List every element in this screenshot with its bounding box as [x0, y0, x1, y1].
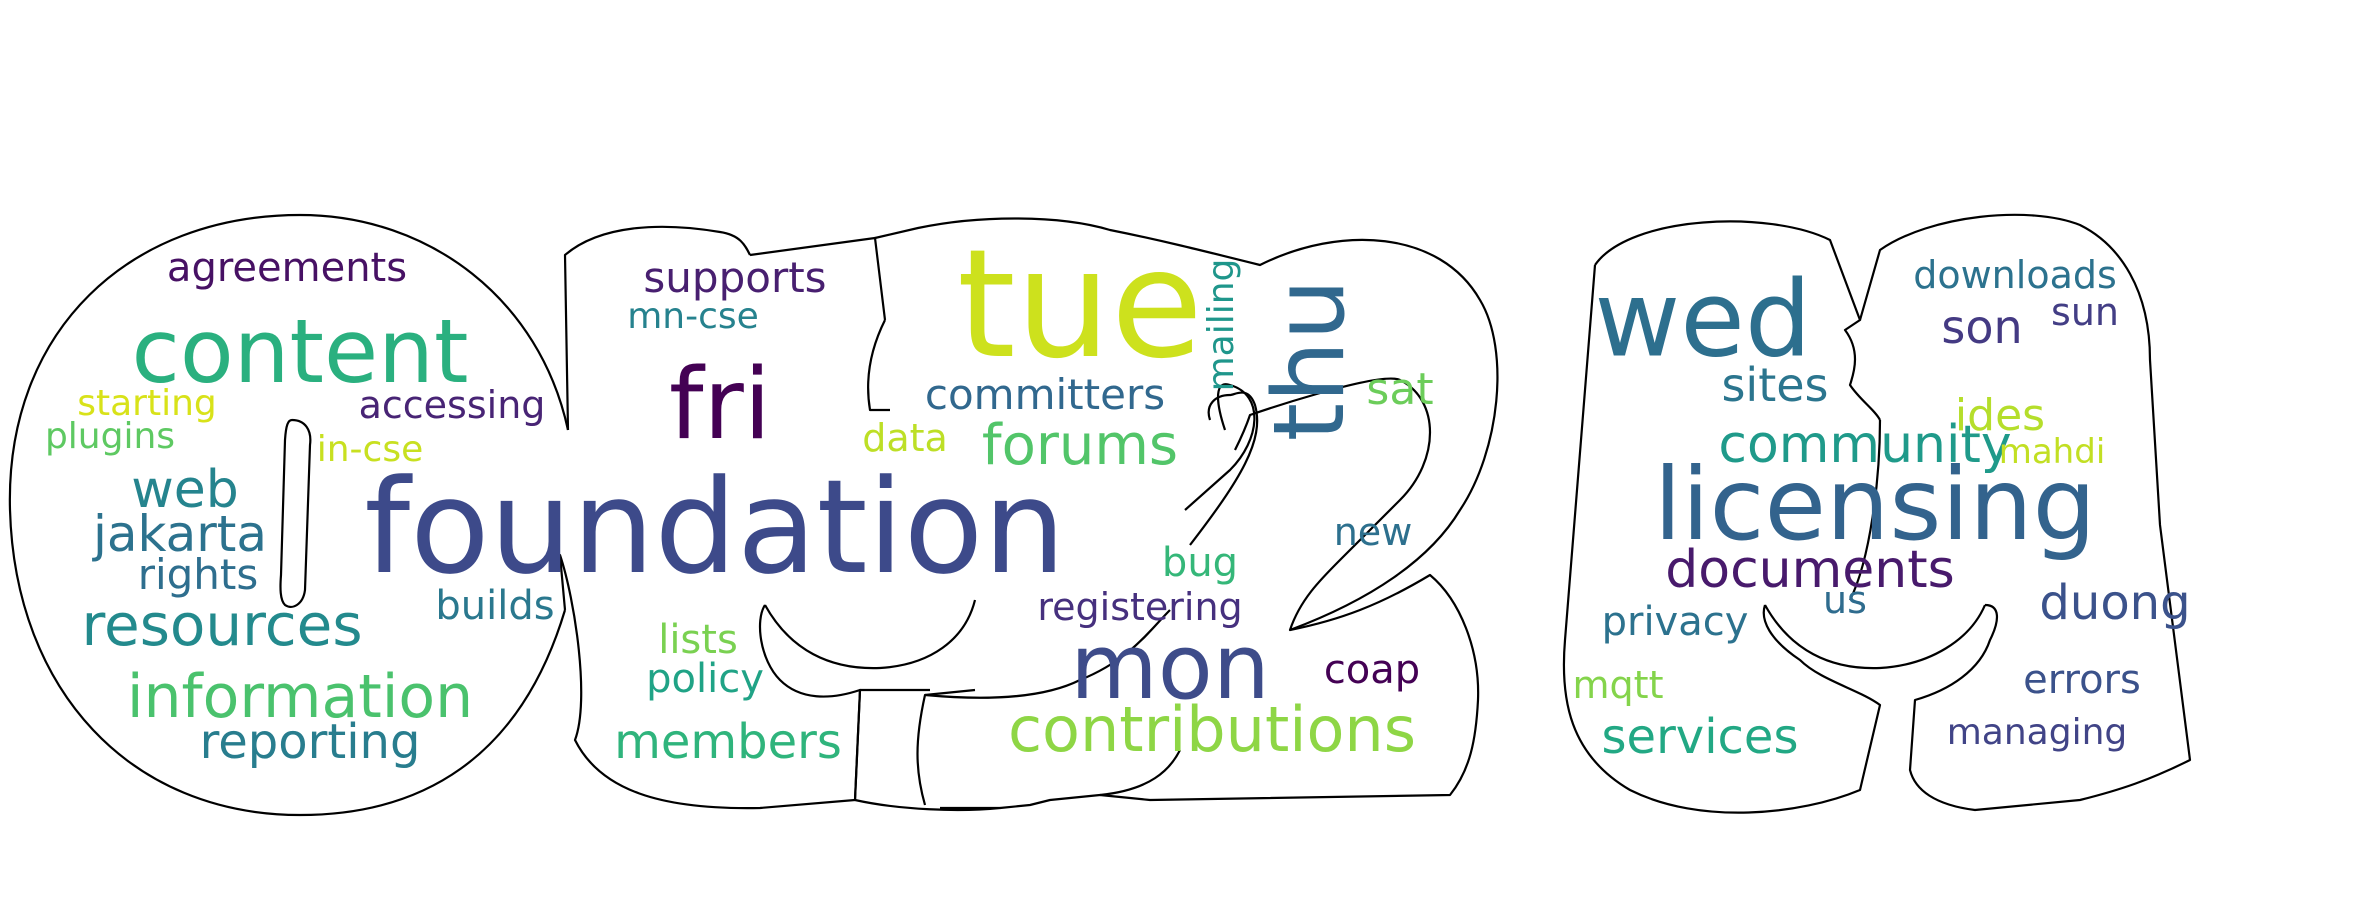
word-web: web	[131, 460, 239, 520]
word-downloads: downloads	[1913, 253, 2117, 297]
word-registering: registering	[1037, 585, 1243, 629]
word-services: services	[1601, 709, 1799, 765]
word-new: new	[1333, 510, 1413, 554]
word-sites: sites	[1721, 358, 1829, 412]
word-information: information	[126, 662, 474, 732]
word-wed: wed	[1594, 258, 1812, 381]
word-mn-cse: mn-cse	[627, 296, 759, 337]
word-contributions: contributions	[1007, 693, 1417, 766]
word-tue: tue	[956, 218, 1204, 392]
word-sun: sun	[2051, 290, 2119, 334]
word-duong: duong	[2039, 575, 2191, 631]
word-plugins: plugins	[44, 416, 176, 457]
word-committers: committers	[924, 370, 1166, 419]
word-managing: managing	[1946, 712, 2128, 753]
word-reporting: reporting	[199, 714, 421, 770]
word-content: content	[131, 300, 469, 403]
word-mailing: mailing	[1201, 258, 1242, 392]
word-thu: thu	[1253, 278, 1367, 442]
word-mqtt: mqtt	[1572, 663, 1664, 707]
word-policy: policy	[646, 656, 764, 702]
word-son: son	[1941, 300, 2023, 354]
word-supports: supports	[643, 253, 827, 302]
word-lists: lists	[658, 617, 738, 663]
word-us: us	[1823, 578, 1867, 622]
word-forums: forums	[981, 413, 1179, 478]
word-bug: bug	[1161, 540, 1239, 586]
word-ides: ides	[1954, 390, 2046, 441]
word-members: members	[614, 714, 842, 770]
word-data: data	[862, 416, 948, 460]
word-starting: starting	[77, 383, 217, 424]
word-community: community	[1718, 415, 2012, 475]
word-mon: mon	[1070, 615, 1270, 720]
word-licensing: licensing	[1653, 446, 2097, 563]
word-agreements: agreements	[166, 245, 408, 291]
word-sat: sat	[1366, 364, 1434, 415]
word-documents: documents	[1665, 540, 1955, 600]
word-rights: rights	[137, 550, 259, 599]
word-jakarta: jakarta	[92, 505, 268, 563]
word-mahdi: mahdi	[1998, 432, 2106, 472]
word-coap: coap	[1323, 647, 1421, 693]
word-privacy: privacy	[1601, 599, 1749, 645]
word-in-cse: in-cse	[316, 429, 424, 470]
word-fri: fri	[668, 348, 772, 462]
word-accessing: accessing	[358, 383, 546, 427]
word-resources: resources	[81, 591, 363, 659]
word-builds: builds	[435, 583, 555, 629]
word-foundation: foundation	[364, 451, 1066, 603]
word-errors: errors	[2023, 657, 2141, 703]
